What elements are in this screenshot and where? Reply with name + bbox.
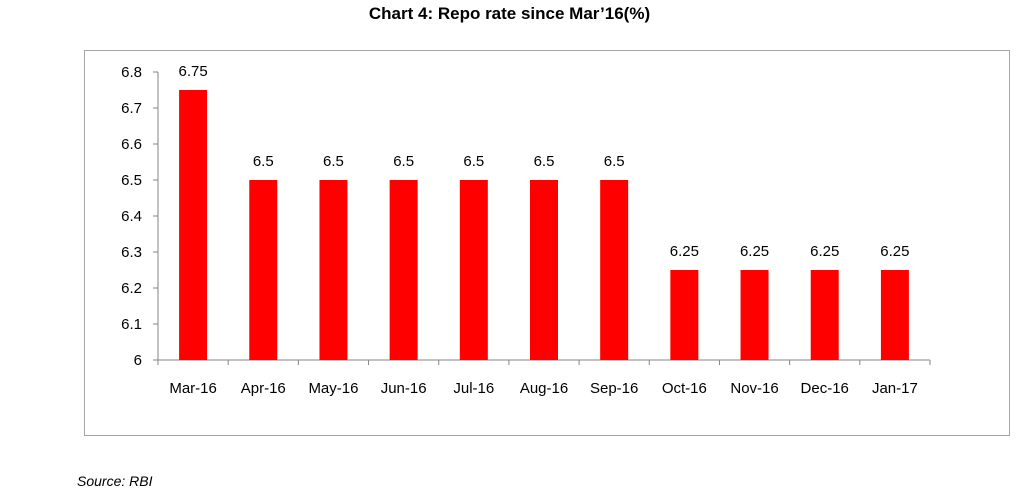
y-tick-label: 6.4 <box>121 208 142 225</box>
y-tick-label: 6.8 <box>121 64 142 81</box>
x-tick-label: Mar-16 <box>169 380 217 397</box>
y-tick-label: 6.7 <box>121 100 142 117</box>
bar <box>810 270 839 360</box>
data-label: 6.5 <box>534 153 555 170</box>
x-tick-label: Oct-16 <box>662 380 707 397</box>
y-tick-label: 6.5 <box>121 172 142 189</box>
x-tick-label: Jan-17 <box>872 380 918 397</box>
x-tick-label: Dec-16 <box>801 380 849 397</box>
x-tick-label: Jun-16 <box>381 380 427 397</box>
data-label: 6.5 <box>253 153 274 170</box>
data-label: 6.75 <box>178 63 207 80</box>
data-label: 6.5 <box>393 153 414 170</box>
data-label: 6.5 <box>323 153 344 170</box>
y-tick-label: 6.2 <box>121 280 142 297</box>
y-tick-label: 6.3 <box>121 244 142 261</box>
x-tick-label: Sep-16 <box>590 380 638 397</box>
bar <box>530 180 558 360</box>
data-labels: 6.75 6.5 6.5 6.5 6.5 6.5 6.5 6.25 6.25 6.25 6.25 <box>178 63 909 260</box>
bar <box>670 270 699 360</box>
bar <box>179 90 208 360</box>
x-tick-label: May-16 <box>308 380 358 397</box>
y-axis: 6 6.1 6.2 6.3 6.4 6.5 6.6 6.7 6.8 <box>121 64 159 369</box>
bar <box>880 270 909 360</box>
x-tick-label: Jul-16 <box>453 380 494 397</box>
x-tick-label: Aug-16 <box>520 380 568 397</box>
bar <box>740 270 769 360</box>
data-label: 6.25 <box>880 243 909 260</box>
data-label: 6.25 <box>810 243 839 260</box>
plot-area-frame <box>84 50 1010 436</box>
data-label: 6.5 <box>604 153 625 170</box>
bar <box>600 180 629 360</box>
y-tick-label: 6 <box>134 352 142 369</box>
bar <box>389 180 418 360</box>
source-note: Source: RBI <box>77 473 153 489</box>
y-tick-label: 6.1 <box>121 316 142 333</box>
data-label: 6.25 <box>740 243 769 260</box>
bar <box>319 180 348 360</box>
data-label: 6.25 <box>670 243 699 260</box>
x-tick-label: Nov-16 <box>730 380 778 397</box>
bars <box>179 90 909 360</box>
bar <box>249 180 278 360</box>
chart-title: Chart 4: Repo rate since Mar’16(%) <box>368 4 651 23</box>
y-tick-label: 6.6 <box>121 136 142 153</box>
x-axis: Mar-16 Apr-16 May-16 Jun-16 Jul-16 Aug-16 Sep-… <box>157 359 931 397</box>
data-label: 6.5 <box>463 153 484 170</box>
bar <box>459 180 488 360</box>
x-tick-label: Apr-16 <box>241 380 286 397</box>
